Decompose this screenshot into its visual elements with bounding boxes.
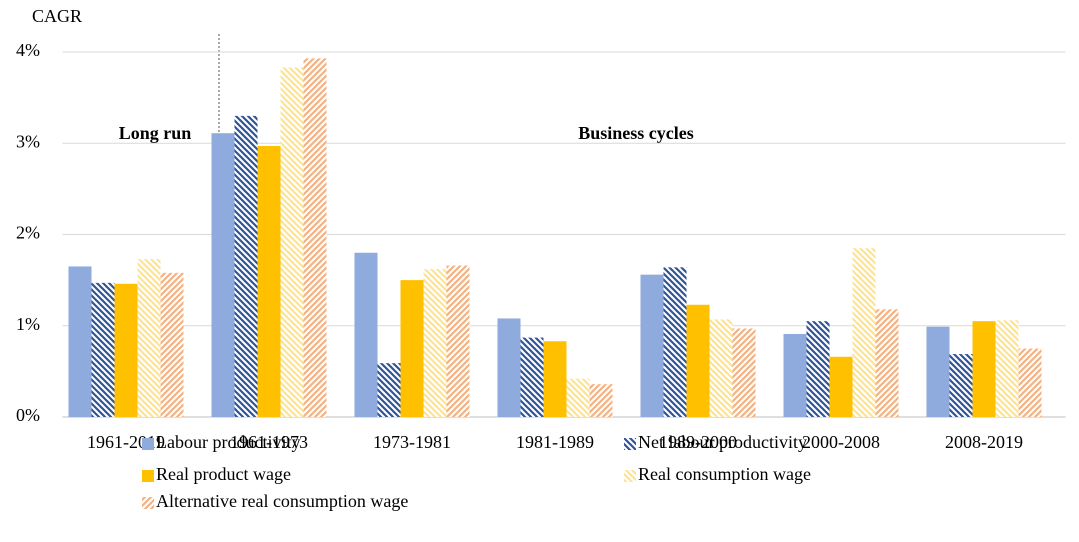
bar (91, 282, 115, 417)
legend-swatch (624, 438, 636, 450)
bar (589, 384, 613, 417)
legend-label: Real product wage (156, 464, 291, 484)
bar (852, 248, 876, 417)
legend-swatch (142, 497, 154, 509)
x-tick-label: 2008-2019 (945, 432, 1023, 452)
bar (566, 378, 590, 417)
bar (1018, 348, 1042, 417)
y-tick-label: 0% (16, 405, 40, 425)
legend-label: Real consumption wage (638, 464, 811, 484)
bar (520, 337, 544, 417)
bar (783, 333, 807, 417)
bar (160, 272, 184, 417)
legend-swatch (624, 470, 636, 482)
x-tick-label: 1961-1973 (230, 432, 308, 452)
bar (640, 274, 664, 417)
bar (949, 354, 973, 417)
x-tick-label: 2000-2008 (802, 432, 880, 452)
bar (377, 363, 401, 417)
bar (806, 321, 830, 417)
bar (686, 304, 710, 417)
bar (234, 115, 258, 417)
bar (303, 58, 327, 417)
y-tick-label: 3% (16, 131, 40, 151)
bar (400, 280, 424, 417)
legend-swatch (142, 470, 154, 482)
bar (423, 269, 447, 417)
x-tick-label: 1981-1989 (516, 432, 594, 452)
bar (114, 283, 138, 417)
bar (497, 318, 521, 417)
bar (354, 252, 378, 417)
x-tick-label: 1989-2000 (659, 432, 737, 452)
y-tick-label: 1% (16, 314, 40, 334)
legend-label: Net labour productivity (638, 432, 807, 452)
bar (972, 321, 996, 417)
bar (732, 328, 756, 417)
y-tick-label: 4% (16, 40, 40, 60)
bar (68, 266, 92, 417)
bar (211, 133, 235, 417)
bar (995, 320, 1019, 417)
bar (663, 267, 687, 417)
bar (280, 67, 304, 417)
annotation: Long run (119, 123, 192, 143)
legend-swatch (142, 438, 154, 450)
x-tick-label: 1973-1981 (373, 432, 451, 452)
y-axis-label: CAGR (32, 6, 82, 26)
legend-label: Alternative real consumption wage (156, 491, 408, 511)
bar (875, 309, 899, 417)
legend-label: Labour productivity (156, 432, 300, 452)
bar (446, 265, 470, 417)
bar (709, 319, 733, 417)
bar (926, 326, 950, 417)
y-tick-label: 2% (16, 223, 40, 243)
bar (257, 145, 281, 418)
bar (543, 341, 567, 417)
bar (137, 259, 161, 417)
bar (829, 356, 853, 417)
annotation: Business cycles (578, 123, 694, 143)
